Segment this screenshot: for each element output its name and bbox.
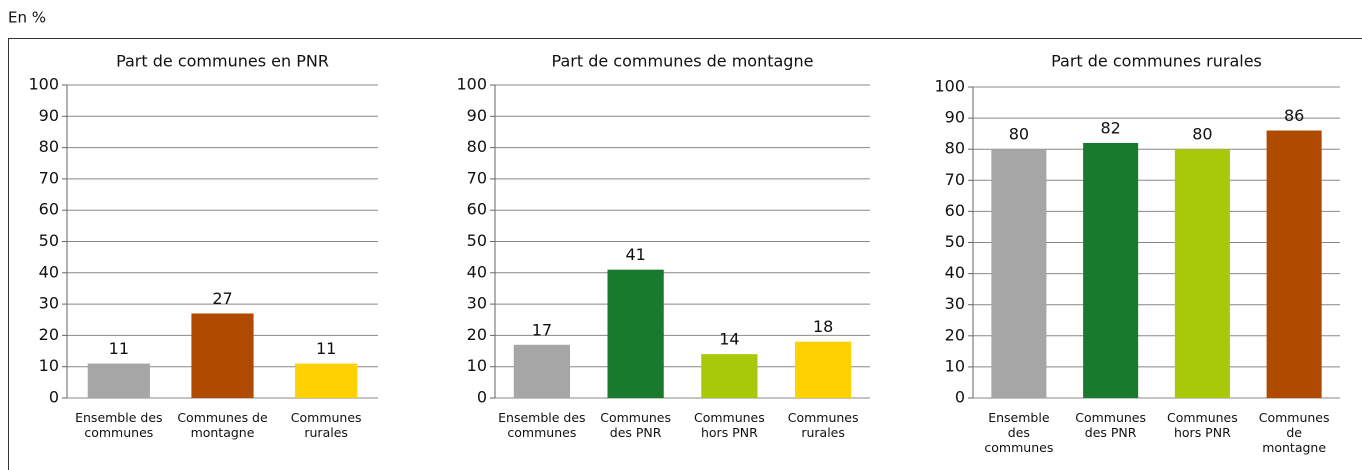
x-tick-label: Ensemble des communes: [498, 410, 586, 440]
y-tick-label: 0: [955, 388, 965, 407]
y-tick-label: 30: [39, 294, 59, 313]
y-tick-label: 60: [467, 200, 487, 219]
y-tick-label: 0: [49, 388, 59, 407]
y-tick-label: 10: [945, 356, 965, 375]
y-tick-label: 100: [934, 77, 965, 96]
bar: [1266, 130, 1322, 399]
value-label: 27: [212, 289, 232, 308]
y-tick-label: 40: [945, 263, 965, 282]
y-tick-label: 40: [467, 262, 487, 281]
y-tick-label: 20: [39, 325, 59, 344]
y-tick-label: 70: [467, 168, 487, 187]
value-label: 41: [625, 245, 645, 264]
bar: [991, 149, 1047, 398]
y-tick-label: 100: [456, 75, 487, 94]
y-tick-label: 80: [467, 137, 487, 156]
y-tick-label: 10: [467, 356, 487, 375]
y-tick-label: 50: [467, 231, 487, 250]
y-tick-label: 70: [39, 168, 59, 187]
y-tick-label: 60: [945, 201, 965, 220]
chart-title: Part de communes de montagne: [552, 52, 814, 71]
y-tick-label: 50: [945, 232, 965, 251]
value-label: 80: [1192, 125, 1212, 144]
value-label: 11: [316, 339, 336, 358]
x-tick-label: Communes de montagne: [1258, 410, 1330, 455]
bar: [295, 363, 358, 398]
y-tick-label: 0: [477, 388, 487, 407]
bar: [1083, 142, 1139, 398]
value-label: 86: [1284, 106, 1304, 125]
y-tick-label: 60: [39, 200, 59, 219]
x-tick-label: Ensemble des communes: [75, 410, 163, 440]
x-tick-label: Communes rurales: [290, 410, 362, 440]
y-tick-label: 50: [39, 231, 59, 250]
chart-title: Part de communes en PNR: [116, 52, 329, 71]
value-label: 80: [1009, 125, 1029, 144]
y-tick-label: 90: [467, 106, 487, 125]
y-tick-label: 80: [945, 139, 965, 158]
bar: [795, 341, 852, 398]
x-tick-label: Communes des PNR: [1075, 410, 1147, 440]
bar: [1174, 149, 1230, 398]
y-tick-label: 90: [945, 108, 965, 127]
y-tick-label: 40: [39, 262, 59, 281]
frame: [8, 38, 1362, 470]
y-tick-label: 80: [39, 137, 59, 156]
x-tick-label: Communes hors PNR: [693, 410, 765, 440]
x-tick-label: Communes hors PNR: [1166, 410, 1238, 440]
bar: [513, 344, 570, 398]
value-label: 14: [719, 330, 739, 349]
y-tick-label: 20: [945, 325, 965, 344]
chart-title: Part de communes rurales: [1051, 52, 1262, 71]
value-label: 82: [1100, 118, 1120, 137]
bar: [607, 269, 664, 398]
y-tick-label: 100: [28, 75, 59, 94]
y-tick-label: 30: [467, 294, 487, 313]
value-label: 18: [813, 317, 833, 336]
x-tick-label: Communes de montagne: [177, 410, 268, 440]
y-tick-label: 20: [467, 325, 487, 344]
bar: [191, 313, 254, 398]
unit-label: En %: [8, 9, 46, 27]
bar: [87, 363, 150, 398]
y-tick-label: 10: [39, 356, 59, 375]
x-tick-label: Communes des PNR: [600, 410, 672, 440]
x-tick-label: Ensemble des communes: [984, 410, 1054, 455]
x-tick-label: Communes rurales: [787, 410, 859, 440]
bar: [701, 354, 758, 398]
y-tick-label: 70: [945, 170, 965, 189]
value-label: 11: [109, 339, 129, 358]
value-label: 17: [532, 320, 552, 339]
y-tick-label: 30: [945, 294, 965, 313]
y-tick-label: 90: [39, 106, 59, 125]
